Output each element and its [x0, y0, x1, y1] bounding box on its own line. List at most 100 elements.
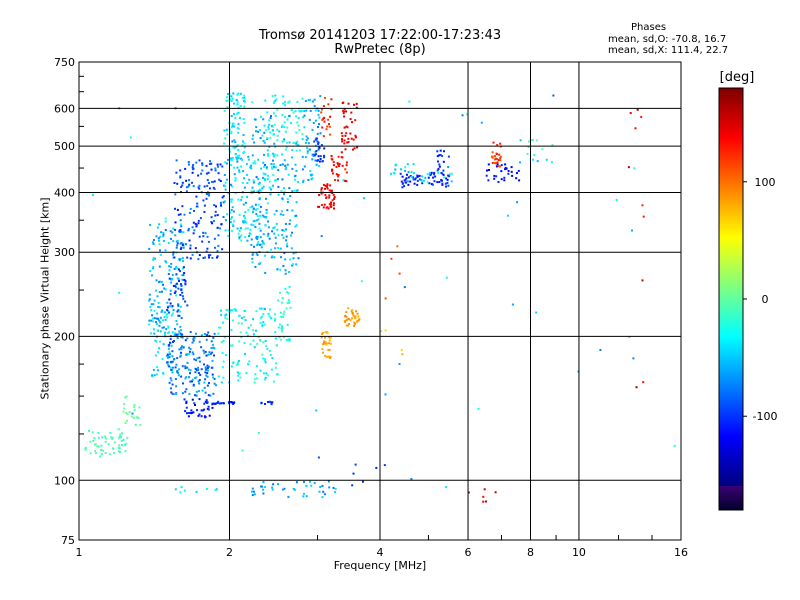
data-point — [181, 278, 184, 281]
data-point — [305, 495, 308, 498]
colorbar-segment — [719, 262, 743, 265]
data-point — [308, 118, 311, 121]
data-point — [175, 246, 178, 249]
data-point — [234, 117, 237, 119]
colorbar-segment — [719, 302, 743, 305]
data-point — [285, 228, 287, 231]
data-point — [162, 239, 165, 242]
data-point — [351, 312, 354, 314]
data-point — [285, 291, 288, 293]
data-point — [507, 170, 510, 172]
data-point — [169, 353, 171, 356]
data-point — [158, 324, 161, 327]
data-point — [284, 168, 287, 171]
colorbar-segment — [719, 358, 743, 361]
data-point — [416, 175, 419, 178]
data-point — [271, 488, 274, 491]
data-point — [200, 172, 203, 175]
data-point — [149, 332, 152, 335]
data-point — [240, 322, 243, 325]
data-point — [243, 94, 246, 97]
data-point — [333, 207, 335, 210]
data-point — [256, 207, 259, 210]
data-point — [180, 375, 183, 378]
data-point — [274, 145, 277, 148]
data-point — [218, 178, 221, 181]
colorbar-segment — [719, 462, 743, 465]
data-point — [284, 287, 287, 290]
data-point — [172, 309, 175, 312]
data-point — [503, 176, 506, 179]
data-point — [165, 328, 168, 331]
data-point — [187, 227, 190, 230]
data-point — [210, 180, 213, 183]
data-point — [167, 332, 170, 334]
colorbar-segment — [719, 166, 743, 169]
data-point — [176, 310, 179, 313]
data-point — [193, 402, 196, 405]
data-point — [173, 284, 176, 287]
y-tick-label: 75 — [61, 534, 75, 547]
data-point — [189, 348, 192, 351]
data-point — [125, 442, 128, 445]
data-point — [205, 374, 208, 377]
colorbar-segment — [719, 100, 743, 103]
data-point — [343, 107, 346, 110]
data-point — [282, 336, 285, 339]
data-point — [158, 223, 161, 226]
data-point — [132, 416, 135, 419]
data-point — [206, 367, 209, 369]
data-point — [214, 214, 217, 217]
data-point — [322, 340, 325, 343]
data-point — [237, 106, 240, 109]
data-point — [267, 153, 270, 155]
data-point — [181, 181, 184, 184]
data-point — [323, 154, 325, 157]
data-point — [353, 324, 355, 327]
data-point — [179, 310, 182, 313]
data-point — [444, 182, 447, 185]
data-point — [641, 279, 644, 282]
data-point — [167, 273, 170, 275]
data-point — [283, 310, 286, 313]
colorbar-segment — [719, 334, 743, 337]
data-point — [289, 195, 292, 197]
data-point — [175, 363, 178, 366]
colorbar-segment — [719, 414, 743, 417]
data-point — [139, 423, 142, 426]
data-point — [241, 317, 244, 319]
data-point — [266, 374, 269, 377]
data-point — [233, 113, 235, 115]
data-point — [273, 226, 276, 229]
data-point — [237, 131, 240, 134]
data-point — [102, 449, 104, 452]
colorbar-segment — [719, 256, 743, 259]
data-point — [264, 164, 266, 166]
data-point — [213, 332, 216, 335]
colorbar-segment — [719, 288, 743, 291]
data-point — [266, 235, 269, 238]
data-point — [269, 117, 272, 120]
data-point — [286, 245, 289, 248]
colorbar-segment — [719, 234, 743, 237]
data-point — [303, 481, 305, 483]
data-point — [251, 101, 254, 104]
colorbar-segment — [719, 202, 743, 205]
data-point — [447, 184, 450, 187]
data-point — [231, 309, 234, 312]
data-point — [290, 109, 293, 111]
data-point — [249, 206, 252, 209]
data-point — [152, 328, 155, 331]
data-point — [152, 303, 155, 306]
data-point — [218, 402, 221, 405]
data-point — [257, 336, 260, 338]
data-point — [257, 130, 260, 133]
data-point — [230, 157, 233, 160]
data-point — [498, 153, 501, 156]
data-point — [443, 176, 446, 179]
colorbar-segment — [719, 270, 743, 273]
data-point — [277, 299, 280, 302]
data-point — [289, 306, 292, 309]
data-point — [307, 98, 310, 101]
data-point — [442, 160, 445, 163]
